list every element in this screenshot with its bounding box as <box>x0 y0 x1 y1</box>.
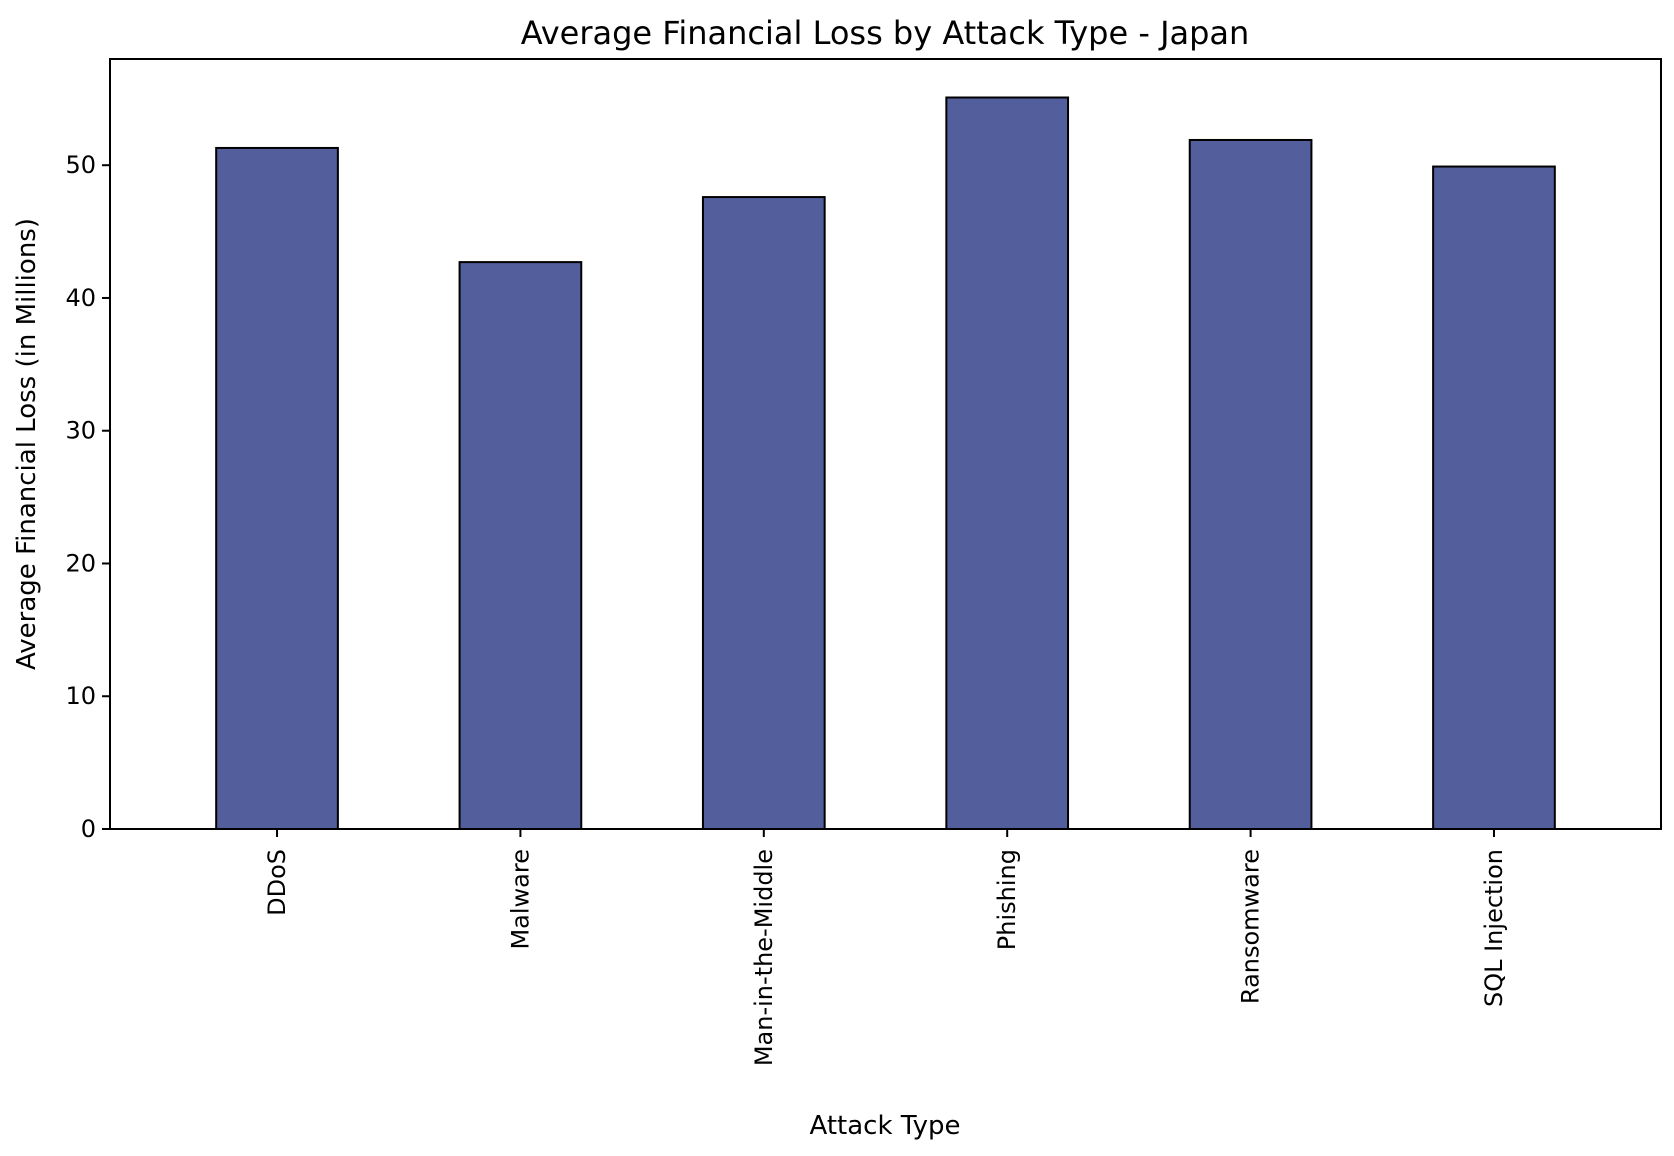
x-tick-label-phishing: Phishing <box>993 849 1021 950</box>
y-tick-label-0: 0 <box>81 815 96 843</box>
bar-ddos <box>215 146 339 830</box>
bars-layer <box>215 96 1556 831</box>
y-tick-label-10: 10 <box>65 682 96 710</box>
y-tick-label-40: 40 <box>65 284 96 312</box>
y-tick-label-50: 50 <box>65 151 96 179</box>
x-tick-label-ransomware: Ransomware <box>1237 849 1265 1004</box>
x-tick-label-man-in-the-middle: Man-in-the-Middle <box>750 849 778 1066</box>
chart-title: Average Financial Loss by Attack Type - … <box>521 14 1250 52</box>
x-tick-label-malware: Malware <box>506 849 534 950</box>
y-tick-label-20: 20 <box>65 549 96 577</box>
bar-man-in-the-middle <box>701 196 826 830</box>
bar-phishing <box>945 96 1070 830</box>
x-axis-label: Attack Type <box>810 1111 961 1141</box>
x-tick-label-ddos: DDoS <box>263 849 291 916</box>
plot-frame <box>109 58 1662 830</box>
bar-sql-injection <box>1432 165 1556 830</box>
x-axis: DDoS Malware Man-in-the-Middle Phishing Rans… <box>263 829 1508 1066</box>
bar-ransomware <box>1188 138 1313 830</box>
bar-malware <box>458 261 583 831</box>
y-tick-label-30: 30 <box>65 417 96 445</box>
y-axis: 0 10 20 30 40 50 <box>65 151 110 843</box>
y-axis-label: Average Financial Loss (in Millions) <box>12 218 42 670</box>
x-tick-label-sql-injection: SQL Injection <box>1480 849 1508 1007</box>
